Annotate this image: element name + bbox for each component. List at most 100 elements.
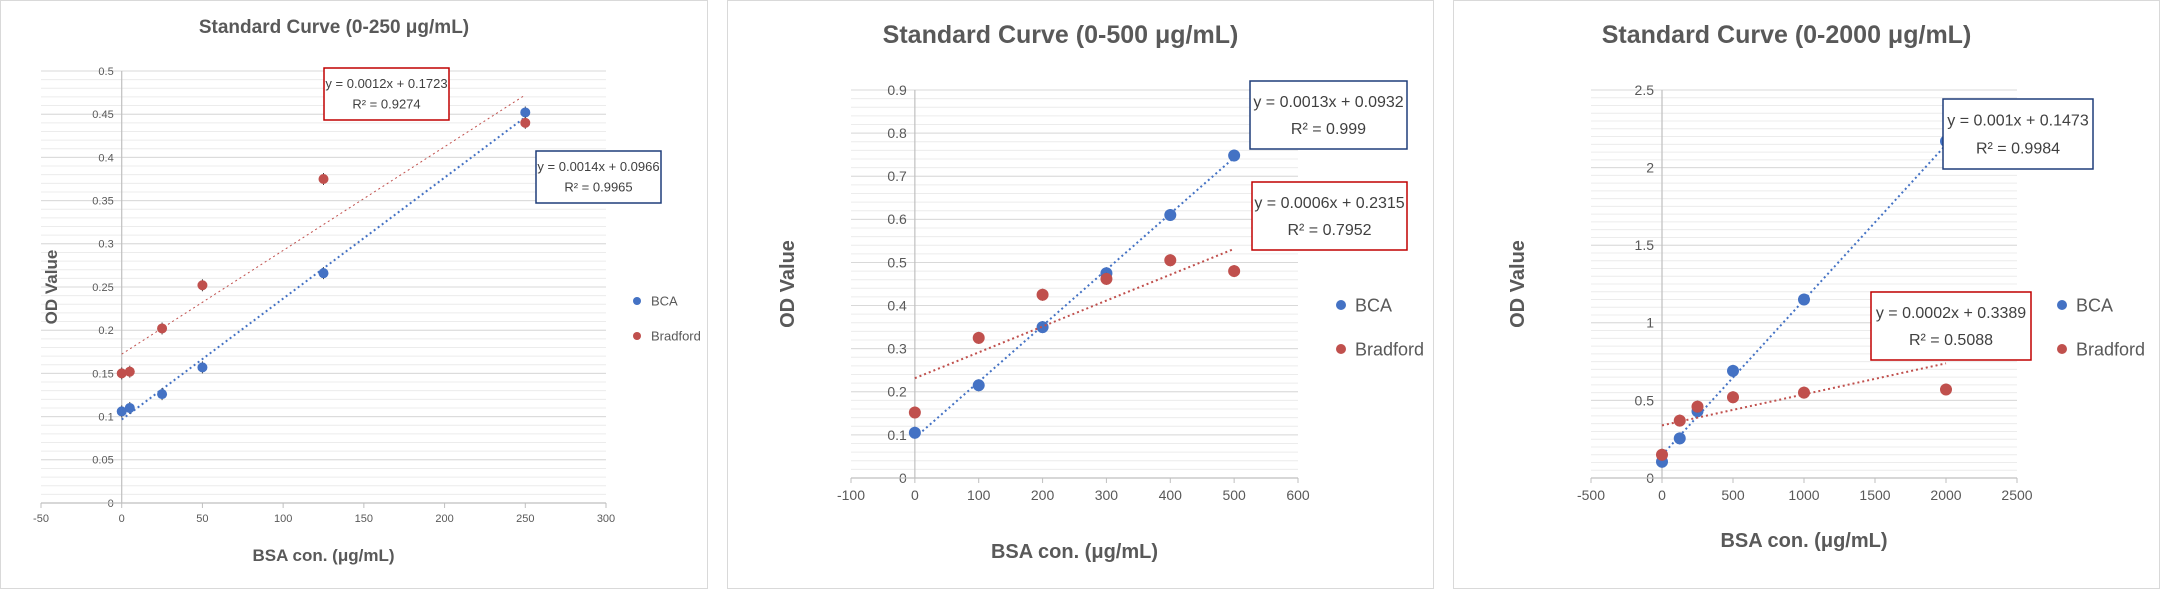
bradford-data-point xyxy=(1940,383,1952,396)
y-tick-label: 2 xyxy=(1646,160,1654,176)
legend-label-bca: BCA xyxy=(1355,295,1392,315)
x-tick-label: 200 xyxy=(435,513,453,525)
bradford-data-point xyxy=(1798,386,1810,399)
bca-data-point xyxy=(124,402,135,413)
legend-marker-bradford xyxy=(2057,344,2067,354)
bradford-equation: y = 0.0012x + 0.1723 xyxy=(325,76,447,91)
bca-equation: y = 0.001x + 0.1473 xyxy=(1947,113,2089,130)
bca-data-point xyxy=(1727,364,1739,377)
chart-title: Standard Curve (0-250 μg/mL) xyxy=(199,17,469,38)
bca-data-point xyxy=(908,426,921,439)
x-tick-label: -100 xyxy=(837,487,865,503)
bradford-r-squared: R² = 0.7952 xyxy=(1287,222,1371,239)
x-tick-label: 2000 xyxy=(1930,487,1961,503)
legend-label-bradford: Bradford xyxy=(651,329,701,344)
bca-equation: y = 0.0014x + 0.0966 xyxy=(537,159,659,174)
y-tick-label: 0.5 xyxy=(98,66,113,78)
x-axis-label: BSA con. (μg/mL) xyxy=(1720,530,1887,552)
x-tick-label: 600 xyxy=(1286,487,1310,503)
bradford-data-point xyxy=(520,117,531,128)
legend-label-bca: BCA xyxy=(651,294,678,309)
x-axis-label: BSA con. (μg/mL) xyxy=(991,541,1158,563)
y-tick-label: 0.6 xyxy=(887,211,907,227)
y-tick-label: 0.2 xyxy=(98,325,113,337)
legend-label-bca: BCA xyxy=(2076,295,2113,315)
bradford-trendline xyxy=(121,94,526,355)
bca-data-point xyxy=(972,379,985,392)
y-tick-label: 0.35 xyxy=(92,195,113,207)
bca-data-point xyxy=(520,107,531,118)
chart-title: Standard Curve (0-500 μg/mL) xyxy=(883,21,1239,49)
y-tick-label: 0 xyxy=(108,498,114,510)
bradford-equation: y = 0.0006x + 0.2315 xyxy=(1254,195,1404,212)
bca-data-point xyxy=(1228,149,1241,162)
legend-marker-bca xyxy=(633,297,641,305)
y-tick-label: 0.15 xyxy=(92,368,113,380)
y-tick-label: 0.3 xyxy=(98,239,113,251)
y-tick-label: 0.5 xyxy=(887,254,907,270)
chart-svg-0-500: 00.10.20.30.40.50.60.70.80.9-100 0 100 200 3… xyxy=(777,21,1424,563)
y-tick-label: 0.8 xyxy=(887,125,907,141)
y-tick-label: 0.05 xyxy=(92,455,113,467)
bradford-trendline xyxy=(914,247,1235,380)
bradford-data-point xyxy=(1036,288,1049,301)
bca-trendline xyxy=(121,116,526,421)
x-tick-label: 500 xyxy=(1721,487,1745,503)
x-axis-label: BSA con. (μg/mL) xyxy=(253,546,395,565)
x-tick-label: 400 xyxy=(1159,487,1183,503)
y-tick-label: 0.4 xyxy=(98,152,113,164)
y-tick-label: 0.4 xyxy=(887,297,907,313)
x-tick-label: -500 xyxy=(1577,487,1605,503)
y-tick-label: 1 xyxy=(1646,315,1654,331)
y-tick-label: 0.25 xyxy=(92,282,113,294)
legend-label-bradford: Bradford xyxy=(2076,339,2145,359)
bradford-data-point xyxy=(1656,448,1668,461)
bca-equation-box xyxy=(535,150,662,204)
bradford-r-squared: R² = 0.9274 xyxy=(352,97,420,112)
bca-data-point xyxy=(157,389,168,400)
bca-data-point xyxy=(1798,293,1810,306)
bradford-data-point xyxy=(908,406,921,419)
x-tick-label: 300 xyxy=(1095,487,1119,503)
y-tick-label: 0.7 xyxy=(887,168,907,184)
y-tick-label: 2.5 xyxy=(1635,82,1655,98)
x-tick-label: 50 xyxy=(196,513,208,525)
x-tick-label: 500 xyxy=(1222,487,1246,503)
bca-data-point xyxy=(318,268,329,279)
legend-marker-bradford xyxy=(1336,344,1346,354)
legend-label-bradford: Bradford xyxy=(1355,339,1424,359)
bradford-equation-box xyxy=(1870,291,2032,361)
x-tick-label: 1000 xyxy=(1788,487,1819,503)
y-axis-label: OD Value xyxy=(42,250,61,325)
x-tick-label: 250 xyxy=(516,513,534,525)
chart-svg-0-250: 0 0.05 0.1 0.15 0.2 0.25 0.3 0.35 0.4 0.45 0.5 -50 0… xyxy=(33,17,701,565)
bradford-data-point xyxy=(197,280,208,291)
bca-r-squared: R² = 0.9965 xyxy=(564,180,632,195)
y-tick-label: 0.45 xyxy=(92,109,113,121)
chart-svg-0-2000: 00.511.522.5-500 0 500 1000 1500 2000 2500Stan… xyxy=(1507,21,2145,552)
bradford-data-point xyxy=(1727,391,1739,404)
bca-r-squared: R² = 0.9984 xyxy=(1976,141,2060,158)
x-tick-label: 0 xyxy=(1658,487,1666,503)
y-tick-label: 0.5 xyxy=(1635,392,1655,408)
y-tick-label: 0.2 xyxy=(887,384,907,400)
x-tick-label: 100 xyxy=(274,513,292,525)
bca-r-squared: R² = 0.999 xyxy=(1291,121,1366,138)
chart-panel-0-2000: 0 0.5 1 1.5 2 2.5 -500 0 500 1000 1500 2000 2500 Stan… xyxy=(1453,0,2160,589)
bca-data-point xyxy=(1164,209,1177,222)
bca-equation: y = 0.0013x + 0.0932 xyxy=(1253,94,1403,111)
bradford-equation-box xyxy=(1251,181,1408,251)
y-tick-label: 1.5 xyxy=(1635,237,1655,253)
bradford-equation-box xyxy=(323,67,450,121)
y-axis-label: OD Value xyxy=(777,240,799,328)
bradford-data-point xyxy=(1673,414,1686,427)
bca-data-point xyxy=(116,406,127,417)
bradford-data-point xyxy=(318,174,329,184)
x-tick-label: 2500 xyxy=(2001,487,2032,503)
x-tick-label: 150 xyxy=(355,513,373,525)
y-tick-label: 0.9 xyxy=(887,82,907,98)
bradford-equation: y = 0.0002x + 0.3389 xyxy=(1876,305,2026,322)
bradford-data-point xyxy=(124,366,135,377)
bradford-data-point xyxy=(1164,254,1177,267)
y-tick-label: 0.1 xyxy=(887,427,907,443)
